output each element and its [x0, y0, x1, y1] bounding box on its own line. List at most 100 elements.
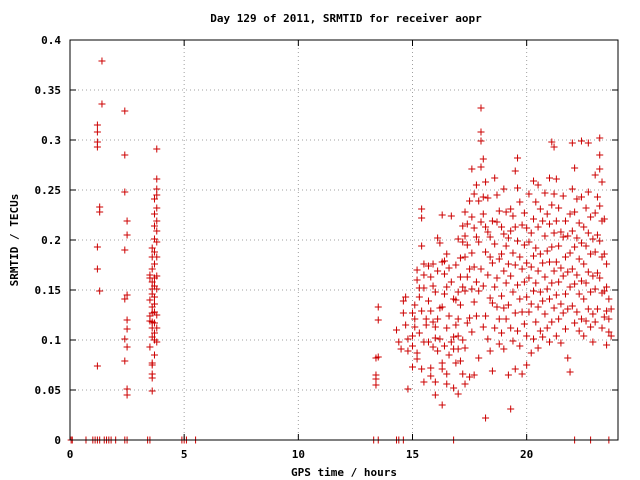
data-point-marker — [523, 361, 531, 369]
data-point-marker — [479, 210, 487, 218]
data-point-marker — [93, 243, 101, 251]
data-point-marker — [372, 354, 380, 362]
data-point-marker — [418, 205, 426, 213]
data-point-marker — [509, 249, 517, 257]
data-point-marker — [399, 309, 407, 317]
data-point-marker — [148, 374, 156, 382]
data-point-marker — [498, 250, 506, 258]
data-point-marker — [402, 293, 410, 301]
data-point-marker — [568, 265, 576, 273]
data-point-marker — [532, 279, 540, 287]
data-point-marker — [486, 233, 494, 241]
data-point-marker — [123, 343, 131, 351]
data-point-marker — [546, 220, 553, 228]
data-point-marker — [374, 303, 382, 311]
data-point-marker — [418, 307, 426, 315]
data-point-marker — [466, 314, 474, 322]
data-point-marker — [468, 328, 476, 336]
data-point-marker — [607, 305, 615, 313]
data-point-marker — [564, 354, 572, 362]
data-point-marker — [527, 349, 535, 357]
data-point-marker — [397, 345, 405, 353]
data-point-marker — [577, 315, 585, 323]
data-point-marker — [543, 285, 551, 293]
data-point-marker — [461, 253, 469, 261]
data-point-marker — [440, 257, 448, 265]
data-point-marker — [518, 308, 526, 316]
data-point-marker — [504, 371, 512, 379]
data-point-marker — [525, 274, 533, 282]
data-point-marker — [555, 278, 563, 286]
data-point-marker — [564, 305, 572, 313]
data-point-marker — [468, 285, 476, 293]
data-point-marker — [548, 318, 556, 326]
data-point-marker — [153, 285, 161, 293]
data-point-marker — [153, 338, 161, 346]
data-point-marker — [415, 329, 423, 337]
data-point-marker — [422, 315, 430, 323]
data-point-marker — [557, 228, 565, 236]
y-tick-labels: 0 0.05 0.1 0.15 0.2 0.25 0.3 0.35 0.4 — [35, 34, 62, 447]
data-point-marker — [552, 258, 560, 266]
data-point-marker — [399, 297, 407, 305]
data-point-marker — [429, 260, 437, 268]
data-point-marker — [504, 234, 512, 242]
data-point-marker — [539, 217, 547, 225]
data-point-marker — [409, 309, 416, 317]
data-point-marker — [482, 248, 490, 256]
data-point-marker — [440, 342, 448, 350]
data-point-marker — [445, 351, 453, 359]
data-point-marker — [548, 138, 556, 146]
data-point-marker — [507, 405, 515, 413]
data-point-marker — [466, 265, 474, 273]
data-point-marker — [150, 293, 158, 301]
data-point-marker — [568, 185, 576, 193]
data-point-marker — [532, 198, 540, 206]
data-point-marker — [491, 174, 499, 182]
data-point-marker — [603, 307, 611, 315]
data-point-marker — [429, 343, 437, 351]
x-tick-label: 10 — [292, 448, 305, 461]
data-point-marker — [600, 287, 608, 295]
data-point-marker — [559, 192, 567, 200]
data-point-marker — [596, 151, 604, 159]
data-point-marker — [491, 324, 499, 332]
data-point-marker — [580, 295, 588, 303]
data-point-marker — [479, 155, 487, 163]
data-point-marker — [587, 288, 595, 296]
data-point-marker — [568, 227, 576, 235]
data-point-marker — [470, 371, 478, 379]
data-point-marker — [461, 208, 469, 216]
data-point-marker — [507, 324, 515, 332]
data-point-marker — [463, 273, 471, 281]
data-point-marker — [511, 309, 519, 317]
data-point-marker — [511, 365, 519, 373]
data-point-marker — [459, 222, 467, 230]
x-tick-labels: 0 5 10 15 20 — [67, 448, 534, 461]
data-point-marker — [450, 384, 458, 392]
data-point-marker — [527, 263, 535, 271]
data-point-marker — [546, 258, 553, 266]
data-point-marker — [486, 347, 494, 355]
data-point-marker — [523, 293, 531, 301]
data-point-marker — [591, 285, 599, 293]
data-point-marker — [402, 321, 410, 329]
data-point-marker — [589, 272, 597, 280]
data-point-marker — [520, 278, 528, 286]
data-point-marker — [150, 248, 158, 256]
data-point-marker — [93, 265, 101, 273]
data-point-marker — [422, 321, 430, 329]
data-point-marker — [566, 368, 574, 376]
data-point-marker — [372, 375, 380, 383]
data-point-marker — [516, 342, 524, 350]
data-point-marker — [495, 315, 503, 323]
data-point-marker — [559, 309, 567, 317]
data-point-marker — [443, 283, 451, 291]
data-point-marker — [452, 296, 460, 304]
data-point-marker — [374, 316, 382, 324]
data-point-marker — [598, 324, 606, 332]
data-point-marker — [568, 302, 576, 310]
data-point-marker — [580, 332, 588, 340]
data-point-marker — [468, 213, 476, 221]
data-point-marker — [603, 260, 611, 268]
